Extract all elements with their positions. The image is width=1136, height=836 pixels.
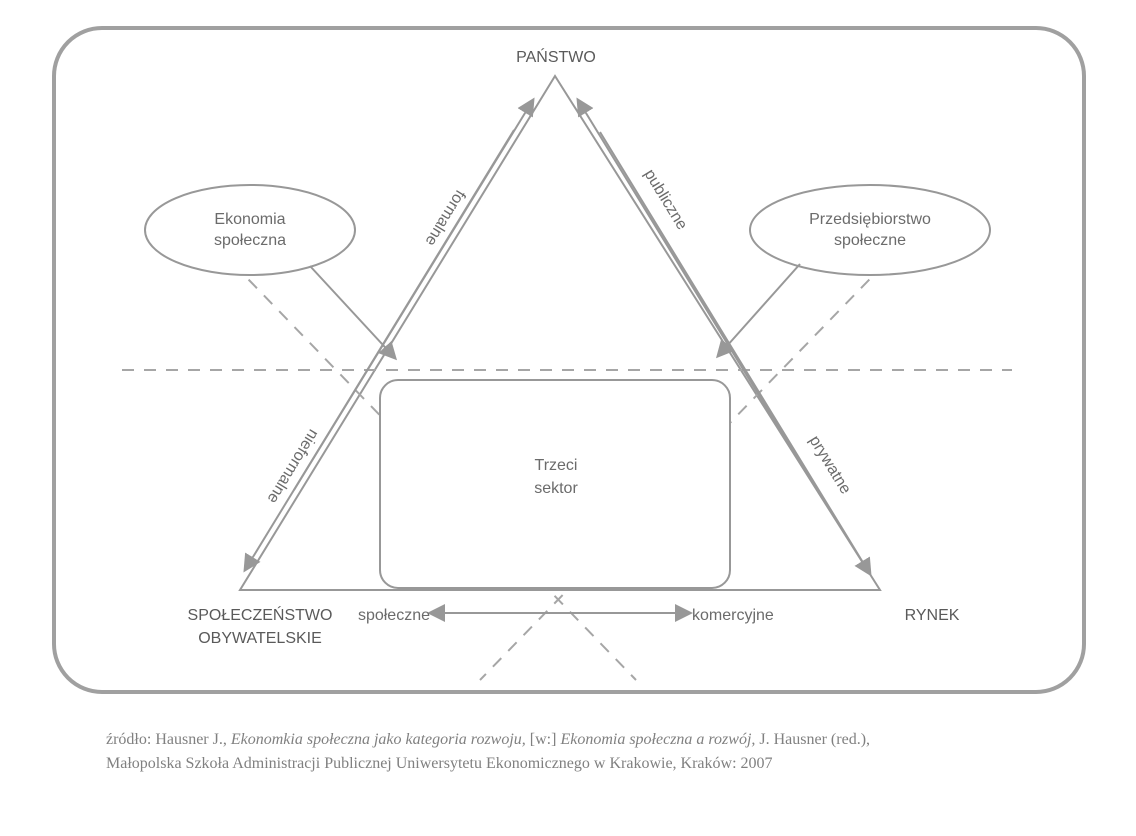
svg-text:sektor: sektor — [534, 480, 578, 497]
svg-text:Przedsiębiorstwo: Przedsiębiorstwo — [809, 211, 931, 228]
svg-text:SPOŁECZEŃSTWO: SPOŁECZEŃSTWO — [188, 605, 333, 624]
svg-text:nieformalne: nieformalne — [264, 426, 322, 506]
source-prefix: źródło: Hausner J., — [106, 731, 231, 748]
source-italic-2: Ekonomia społeczna a rozwój, — [560, 731, 755, 748]
diagram-svg: Trzeci sektor Ekonomia społeczna Przedsiębi… — [0, 0, 1136, 836]
svg-text:komercyjne: komercyjne — [692, 607, 774, 624]
svg-text:PAŃSTWO: PAŃSTWO — [516, 47, 596, 66]
source-italic-1: Ekonomkia społeczna jako kategoria rozwo… — [231, 731, 526, 748]
svg-text:społeczna: społeczna — [214, 232, 286, 249]
svg-text:OBYWATELSKIE: OBYWATELSKIE — [198, 630, 322, 647]
center-box: Trzeci sektor — [380, 380, 730, 588]
svg-text:Ekonomia: Ekonomia — [214, 211, 285, 228]
source-citation: źródło: Hausner J., Ekonomkia społeczna … — [106, 728, 886, 776]
svg-text:społeczne: społeczne — [358, 607, 430, 624]
svg-text:społeczne: społeczne — [834, 232, 906, 249]
svg-text:Trzeci: Trzeci — [535, 457, 578, 474]
source-mid-1: [w:] — [526, 731, 561, 748]
ellipses: Ekonomia społeczna Przedsiębiorstwo społecz… — [145, 185, 990, 275]
svg-text:RYNEK: RYNEK — [905, 607, 960, 624]
svg-text:prywatne: prywatne — [806, 433, 854, 497]
